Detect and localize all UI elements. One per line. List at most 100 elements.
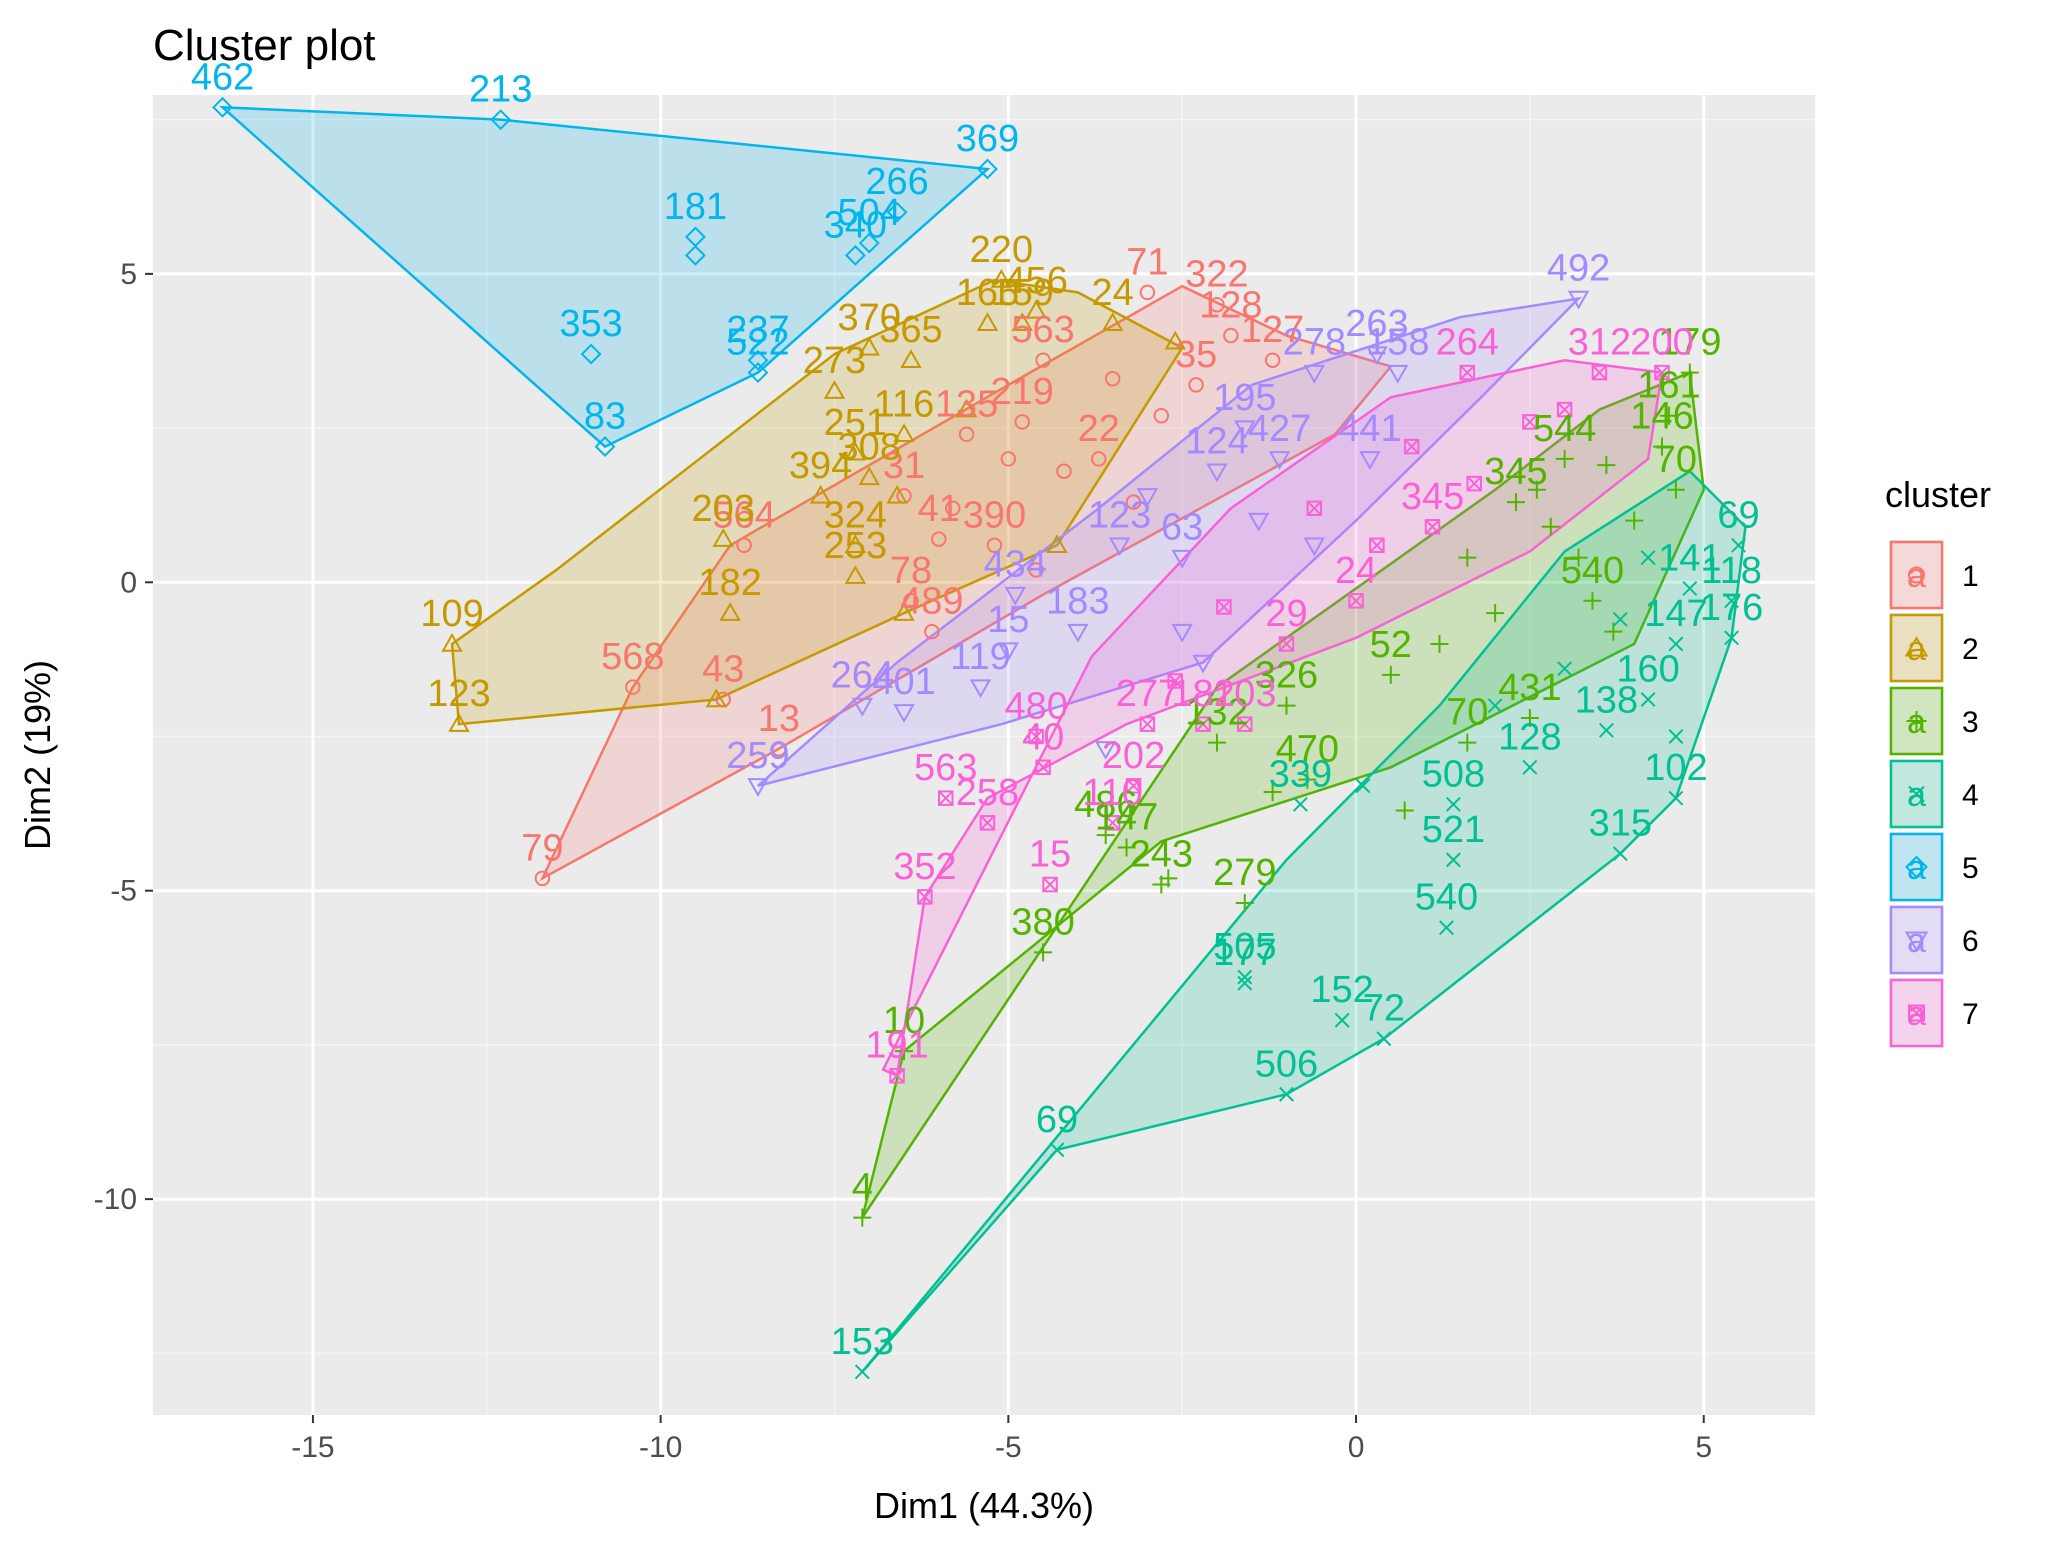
legend-key-shape — [1905, 855, 1928, 879]
cluster-3-point — [1520, 708, 1539, 727]
cluster-3-point-label: 470 — [1276, 729, 1339, 771]
cluster-1-point — [625, 679, 641, 695]
cluster-1-point-label: 564 — [712, 494, 775, 536]
legend-key-6: a — [1889, 905, 1944, 975]
cluster-3-point — [1117, 838, 1136, 857]
cluster-6-point — [1004, 586, 1027, 606]
cluster-4-point — [1682, 581, 1698, 596]
cluster-1-point — [931, 531, 947, 547]
cluster-6-point — [1247, 512, 1270, 532]
cluster-7-point-label: 29 — [1265, 593, 1307, 635]
y-tick-label: 0 — [120, 566, 137, 599]
cluster-2-point — [1011, 312, 1033, 331]
cluster-6-point-label: 183 — [1046, 581, 1109, 623]
cluster-7-point-label: 277 — [1116, 673, 1179, 715]
cluster-3-point-label: 326 — [1255, 655, 1318, 697]
cluster-5-point — [858, 232, 880, 254]
cluster-6-point-label: 63 — [1161, 507, 1203, 549]
cluster-3-point — [1458, 733, 1477, 752]
legend-key-shape — [1908, 1004, 1925, 1022]
cluster-6-point-label: 195 — [1213, 377, 1276, 419]
cluster-3-point — [1597, 456, 1616, 475]
cluster-7-point-label: 202 — [1102, 735, 1165, 777]
cluster-3-point-label: 52 — [1370, 624, 1412, 666]
cluster-2-point-label: 324 — [824, 494, 887, 536]
cluster-1-point-label: 31 — [883, 445, 925, 487]
cluster-7-point-label: 110 — [1082, 772, 1143, 814]
cluster-6-point — [1206, 463, 1228, 483]
x-axis-title: Dim1 (44.3%) — [874, 1485, 1094, 1526]
legend-key-shape — [1908, 566, 1925, 584]
cluster-7-point-label: 40 — [1022, 716, 1064, 758]
cluster-4-point — [1292, 796, 1308, 812]
cluster-5-point-label: 353 — [559, 303, 622, 345]
cluster-1-point-label: 71 — [1126, 241, 1168, 283]
cluster-7-point — [1348, 593, 1364, 609]
cluster-3-point-label: 132 — [1185, 692, 1248, 734]
cluster-2-point — [844, 441, 867, 461]
legend-key-5: a — [1889, 832, 1944, 902]
cluster-2-point — [448, 713, 470, 732]
cluster-2-point — [844, 565, 867, 584]
cluster-5-point — [747, 349, 769, 371]
major-gridlines — [153, 95, 1815, 1415]
legend-key-glyph: a — [1907, 995, 1926, 1033]
cluster-1-point-label: 390 — [963, 494, 1026, 536]
legend-label: 1 — [1962, 560, 1979, 593]
cluster-1-point — [903, 593, 919, 609]
legend-key-shape — [1906, 711, 1927, 731]
cluster-3-point — [1569, 548, 1588, 567]
legend-label: 5 — [1962, 852, 1979, 885]
x-tick-label: -5 — [995, 1431, 1022, 1464]
cluster-4-point — [1612, 611, 1628, 627]
x-tick-label: -10 — [639, 1431, 682, 1464]
cluster-5-point — [684, 244, 706, 266]
cluster-2-point — [1164, 330, 1186, 350]
cluster-1-point — [1188, 377, 1204, 393]
cluster-7-point — [1403, 438, 1420, 455]
cluster-3-point — [1583, 591, 1602, 610]
cluster-7-point-label: 258 — [956, 772, 1019, 814]
cluster-6-point-label: 264 — [831, 655, 894, 697]
cluster-1-point — [1125, 494, 1142, 510]
cluster-4-point — [1445, 852, 1461, 868]
cluster-1-point — [1028, 562, 1044, 578]
cluster-4-point-label: 147 — [1644, 593, 1707, 635]
cluster-3-point-label: 243 — [1130, 834, 1193, 876]
cluster-4-point-label: 160 — [1616, 648, 1679, 690]
cluster-7-point — [1278, 636, 1295, 652]
cluster-4-point — [854, 1364, 870, 1380]
cluster-4-point-label: 102 — [1644, 747, 1707, 789]
y-tick-label: -5 — [110, 875, 137, 908]
cluster-6-point-label: 123 — [1088, 494, 1151, 536]
cluster-3-point — [895, 1042, 914, 1061]
cluster-6-point — [1567, 290, 1590, 310]
cluster-7-point-label: 191 — [865, 1025, 928, 1067]
cluster-4-point-label: 177 — [1213, 932, 1276, 974]
cluster-3-hull — [861, 370, 1706, 1219]
cluster-4-point-label: 141 — [1658, 537, 1721, 579]
cluster-7-point-label: 24 — [1335, 550, 1377, 592]
legend-key-swatch — [1889, 540, 1944, 610]
cluster-6-point — [1268, 451, 1291, 470]
cluster-6-point — [893, 704, 915, 723]
cluster-2-point-label: 365 — [879, 309, 942, 351]
cluster-6-point-label: 259 — [726, 735, 789, 777]
cluster-7-point — [1459, 364, 1476, 381]
cluster-1-hull — [539, 284, 1393, 882]
x-tick-label: 5 — [1695, 1431, 1712, 1464]
cluster-2-point-label: 308 — [838, 426, 901, 468]
y-tick-label: -10 — [94, 1183, 137, 1216]
cluster-4-point-label: 152 — [1310, 969, 1373, 1011]
cluster-5-point-label: 237 — [726, 309, 789, 351]
legend-key-background — [1889, 905, 1944, 975]
cluster-3-point-label: 70 — [1655, 439, 1697, 481]
cluster-2-point — [809, 484, 832, 504]
cluster-3-point — [1263, 783, 1282, 802]
cluster-2-point-label: 116 — [874, 383, 935, 425]
cluster-3-point — [1235, 894, 1254, 913]
cluster-3-point-label: 544 — [1533, 408, 1596, 450]
cluster-2-point — [893, 602, 915, 621]
cluster-5-point-label: 181 — [664, 186, 727, 228]
cluster-1-point-label: 322 — [1185, 254, 1248, 296]
